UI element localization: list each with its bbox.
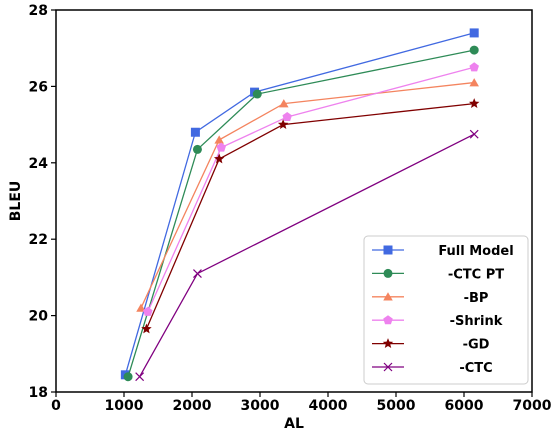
data-point-full-model (469, 28, 479, 38)
legend: Full Model -CTC PT -BP -Shrink -GD -CTC (363, 235, 529, 385)
x-tick-label: 4000 (309, 398, 348, 414)
series-line-ctc-pt (127, 49, 475, 377)
series-line-shrink (147, 66, 475, 313)
data-point-gd (141, 323, 152, 334)
plot-marks (120, 28, 480, 382)
y-tick-label: 26 (29, 79, 48, 95)
data-point-shrink (143, 306, 153, 316)
data-point-bp (469, 78, 479, 87)
data-point-full-model (190, 127, 200, 137)
data-point-ctc-pt (469, 45, 479, 55)
x-axis-label: AL (284, 416, 304, 432)
legend-label-shrink: -Shrink (450, 314, 503, 329)
series-ctc (135, 129, 479, 382)
y-tick-label: 24 (29, 156, 49, 172)
x-marker-stroke (469, 129, 479, 139)
x-marker-stroke (135, 372, 145, 382)
y-tick-label: 20 (29, 309, 49, 325)
x-tick-label: 2000 (173, 398, 212, 414)
y-axis-label: BLEU (8, 181, 24, 222)
x-tick-label: 0 (51, 398, 61, 414)
legend-marker-shrink (383, 315, 393, 325)
legend-label-ctc-pt: -CTC PT (448, 267, 504, 282)
series-line-full-model (124, 32, 475, 375)
series-shrink (143, 62, 479, 316)
data-point-gd (277, 119, 289, 130)
data-point-shrink (216, 142, 226, 152)
legend-label-full-model: Full Model (438, 244, 513, 259)
data-point-ctc-pt (123, 372, 133, 382)
data-point-ctc-pt (252, 89, 262, 99)
x-tick-label: 7000 (513, 398, 552, 414)
data-point-bp (279, 99, 289, 108)
y-tick-label: 22 (29, 232, 48, 248)
data-point-ctc (135, 372, 145, 382)
data-point-shrink (282, 111, 292, 122)
x-marker-stroke (193, 269, 202, 279)
x-tick-label: 3000 (241, 398, 280, 414)
data-point-bp (136, 303, 146, 312)
legend-label-gd: -GD (463, 338, 490, 353)
x-tick-label: 5000 (377, 398, 416, 414)
legend-label-ctc: -CTC (459, 361, 492, 376)
legend-marker-ctc (383, 362, 393, 372)
series-ctc-pt (123, 45, 479, 382)
data-point-ctc (469, 129, 479, 139)
legend-marker-full-model (383, 245, 393, 255)
legend-marker-bp (383, 292, 393, 301)
data-point-shrink (469, 62, 479, 72)
data-point-gd (213, 153, 225, 164)
legend-marker-ctc-pt (383, 268, 393, 278)
legend-box (363, 235, 529, 385)
x-tick-label: 1000 (105, 398, 144, 414)
legend-marker-gd (382, 338, 394, 349)
y-tick-label: 28 (29, 3, 48, 19)
x-marker-stroke (383, 362, 393, 372)
data-point-ctc-pt (192, 144, 202, 154)
y-tick-label: 18 (29, 385, 48, 401)
data-point-bp (214, 135, 224, 144)
x-tick-label: 6000 (445, 398, 484, 414)
series-line-gd (145, 102, 475, 330)
series-gd (141, 98, 480, 334)
axes: 0 1000 2000 3000 4000 5000 6000 7000 18 20 22 24 26 2… (29, 3, 552, 414)
plot-frame (55, 9, 533, 393)
data-point-ctc (193, 269, 202, 279)
data-point-gd (468, 98, 480, 109)
legend-label-bp: -BP (464, 291, 489, 306)
